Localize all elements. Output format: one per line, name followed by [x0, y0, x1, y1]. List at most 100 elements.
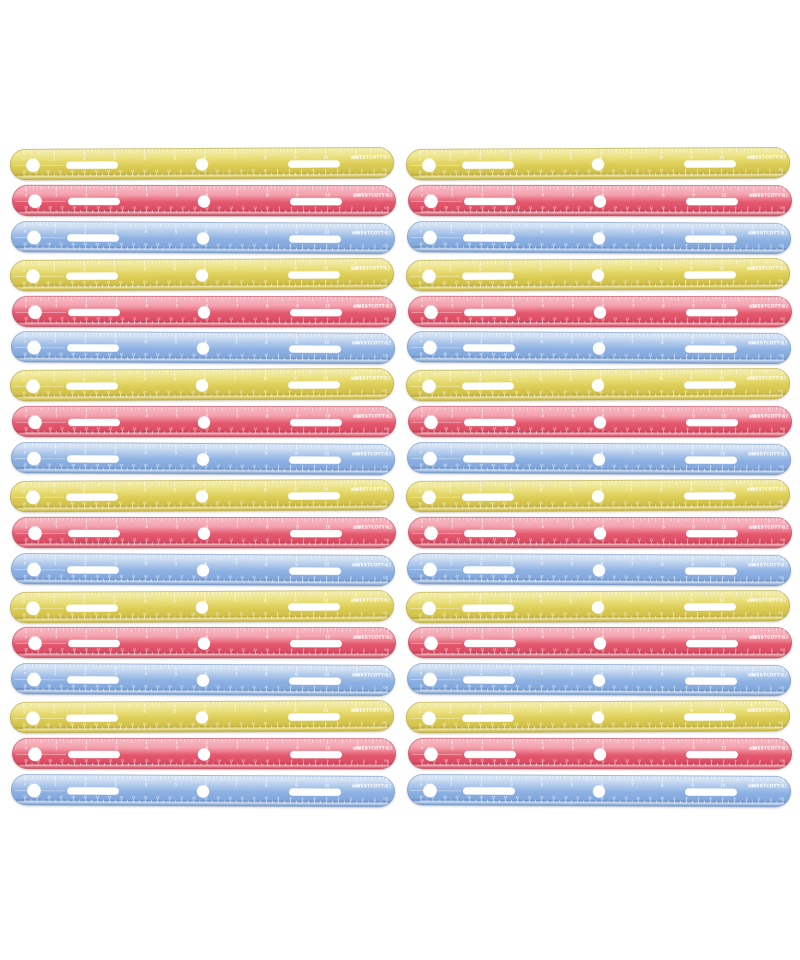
- svg-text:2: 2: [83, 450, 86, 455]
- svg-text:9: 9: [295, 562, 298, 567]
- center-punch-hole: [592, 453, 605, 466]
- svg-text:22: 22: [516, 537, 520, 541]
- svg-text:5: 5: [721, 721, 723, 725]
- svg-text:15: 15: [203, 721, 207, 725]
- svg-text:23: 23: [107, 795, 111, 799]
- svg-text:15: 15: [601, 205, 605, 209]
- svg-text:9: 9: [674, 758, 676, 762]
- svg-text:24: 24: [491, 463, 495, 467]
- svg-text:inch: inch: [426, 229, 433, 233]
- svg-text:10: 10: [661, 205, 665, 209]
- svg-text:2: 2: [361, 796, 363, 800]
- svg-text:9: 9: [672, 500, 674, 504]
- svg-text:11: 11: [253, 316, 257, 320]
- svg-text:21: 21: [528, 648, 532, 652]
- svg-text:CM: CM: [384, 427, 389, 431]
- svg-text:0: 0: [23, 783, 26, 787]
- svg-text:9: 9: [278, 648, 280, 652]
- svg-text:21: 21: [527, 684, 531, 688]
- svg-text:11: 11: [353, 155, 359, 160]
- svg-text:20: 20: [143, 574, 147, 578]
- svg-text:9: 9: [674, 648, 676, 652]
- svg-text:25: 25: [479, 684, 483, 688]
- right-grip-slot: [288, 677, 341, 686]
- svg-text:14: 14: [215, 721, 219, 725]
- svg-text:5: 5: [174, 340, 177, 345]
- left-punch-hole: [422, 490, 436, 505]
- svg-text:9: 9: [673, 796, 675, 800]
- svg-text:4: 4: [145, 192, 148, 197]
- left-punch-hole: [26, 451, 41, 466]
- svg-text:26: 26: [467, 573, 471, 577]
- svg-text:5: 5: [722, 427, 724, 431]
- ruler-blue: 1 2 3 4 5 6 7 8 9 10 11 0 inch ≡WESTCOTT® 12 30 29 28 27 26…: [10, 331, 395, 367]
- svg-text:30: 30: [22, 612, 26, 616]
- svg-text:29: 29: [431, 794, 435, 798]
- svg-text:10: 10: [324, 562, 330, 567]
- svg-text:6: 6: [313, 168, 315, 172]
- svg-text:10: 10: [719, 266, 725, 271]
- svg-text:15: 15: [203, 168, 207, 172]
- svg-text:8: 8: [290, 316, 292, 320]
- center-punch-hole: [197, 305, 210, 319]
- svg-text:6: 6: [313, 464, 315, 468]
- svg-text:6: 6: [314, 648, 316, 652]
- svg-text:3: 3: [113, 488, 116, 493]
- svg-text:5: 5: [721, 389, 723, 393]
- svg-text:7: 7: [301, 278, 303, 282]
- svg-text:15: 15: [601, 537, 605, 541]
- ruler-yellow: 1 2 3 4 5 6 7 8 9 10 11 0 inch ≡WESTCOTT® 12 30 29 28 27 26…: [405, 147, 790, 183]
- svg-text:6: 6: [600, 156, 603, 161]
- svg-text:15: 15: [204, 353, 208, 357]
- svg-text:19: 19: [155, 684, 159, 688]
- svg-text:2: 2: [480, 746, 483, 751]
- svg-text:1: 1: [374, 537, 376, 541]
- svg-text:6: 6: [709, 610, 711, 614]
- centimeter-tick-marks: [419, 502, 783, 509]
- svg-text:16: 16: [588, 795, 592, 799]
- svg-text:3: 3: [114, 229, 117, 234]
- svg-text:2: 2: [84, 746, 87, 751]
- svg-text:17: 17: [577, 316, 581, 320]
- svg-text:CM: CM: [779, 464, 784, 468]
- svg-text:24: 24: [95, 390, 99, 394]
- svg-text:3: 3: [745, 389, 747, 393]
- svg-text:27: 27: [454, 169, 458, 173]
- svg-text:14: 14: [216, 795, 220, 799]
- centimeter-tick-marks: [23, 613, 387, 620]
- svg-text:9: 9: [277, 242, 279, 246]
- svg-text:CM: CM: [383, 686, 388, 690]
- svg-text:11: 11: [751, 746, 757, 751]
- svg-text:0: 0: [24, 193, 27, 197]
- svg-text:29: 29: [34, 501, 38, 505]
- svg-text:20: 20: [143, 795, 147, 799]
- svg-text:7: 7: [697, 574, 699, 578]
- svg-text:3: 3: [745, 353, 747, 357]
- svg-text:7: 7: [234, 783, 237, 788]
- svg-text:2: 2: [479, 488, 482, 493]
- svg-text:0: 0: [24, 525, 27, 529]
- svg-text:inch: inch: [31, 304, 38, 308]
- svg-text:19: 19: [155, 500, 159, 504]
- svg-text:26: 26: [72, 316, 76, 320]
- ruler-blue: 1 2 3 4 5 6 7 8 9 10 11 0 inch ≡WESTCOTT® 12 30 29 28 27 26…: [406, 331, 791, 367]
- svg-text:20: 20: [143, 169, 147, 173]
- svg-text:7: 7: [235, 524, 238, 529]
- svg-text:7: 7: [301, 168, 303, 172]
- svg-text:28: 28: [47, 684, 51, 688]
- svg-text:30: 30: [420, 316, 424, 320]
- svg-text:10: 10: [324, 341, 330, 346]
- svg-text:24: 24: [95, 684, 99, 688]
- svg-text:inch: inch: [425, 379, 432, 383]
- svg-text:10: 10: [263, 611, 267, 615]
- svg-text:30: 30: [24, 316, 28, 320]
- svg-text:15: 15: [601, 426, 605, 430]
- svg-text:30: 30: [420, 648, 424, 652]
- svg-text:22: 22: [120, 537, 124, 541]
- svg-text:6: 6: [205, 635, 208, 640]
- svg-text:CM: CM: [779, 575, 784, 579]
- svg-text:7: 7: [235, 635, 238, 640]
- svg-text:14: 14: [216, 574, 220, 578]
- svg-text:26: 26: [466, 612, 470, 616]
